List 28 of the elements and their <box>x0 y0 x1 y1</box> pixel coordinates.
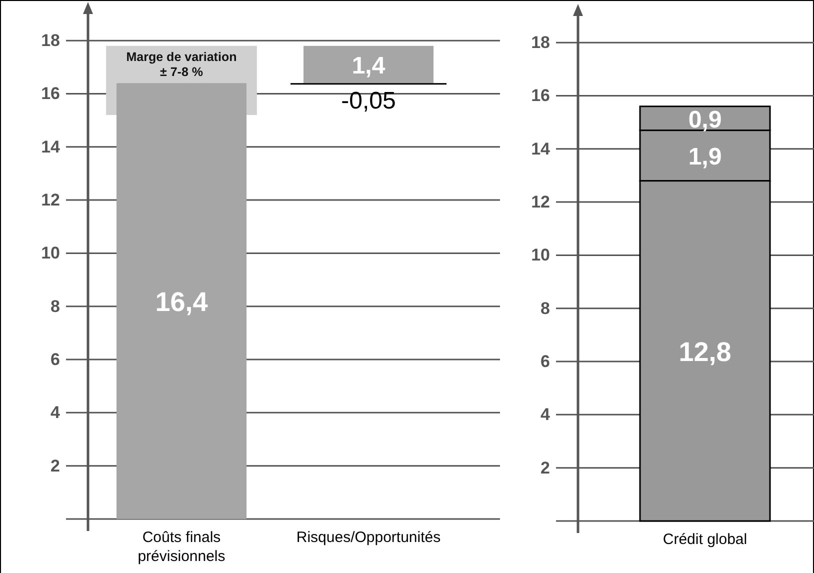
data-label: 1,9 <box>688 144 722 171</box>
y-tick-label: 16 <box>531 86 550 106</box>
y-tick-label: 4 <box>540 405 551 424</box>
y-tick-label: 18 <box>531 33 550 52</box>
x-tick-label: Coûts finals prévisionnels <box>138 529 226 565</box>
y-tick-label: 14 <box>41 137 61 156</box>
x-tick-label: Crédit global <box>662 531 748 548</box>
data-label: 1,4 <box>352 52 386 80</box>
data-label: -0,05 <box>341 87 396 114</box>
y-tick-label: 4 <box>50 403 61 422</box>
y-tick-label: 18 <box>41 31 60 50</box>
y-tick-label: 2 <box>540 458 550 478</box>
y-tick-label: 8 <box>50 296 60 316</box>
y-tick-label: 16 <box>41 84 60 104</box>
y-tick-label: 6 <box>50 350 60 369</box>
y-tick-label: 6 <box>540 352 550 371</box>
annotation: Marge de variation ± 7-8 % <box>126 50 237 79</box>
data-label: 16,4 <box>155 287 208 318</box>
y-tick-label: 10 <box>41 244 60 263</box>
y-tick-label: 10 <box>531 246 550 265</box>
y-tick-label: 2 <box>50 456 60 476</box>
y-tick-label: 12 <box>531 192 550 212</box>
x-tick-label: Risques/Opportunités <box>296 529 441 546</box>
y-tick-label: 14 <box>531 139 551 158</box>
data-label: 12,8 <box>678 336 732 367</box>
y-tick-label: 8 <box>540 298 550 318</box>
y-tick-label: 12 <box>41 190 60 210</box>
data-label: 0,9 <box>688 106 722 134</box>
